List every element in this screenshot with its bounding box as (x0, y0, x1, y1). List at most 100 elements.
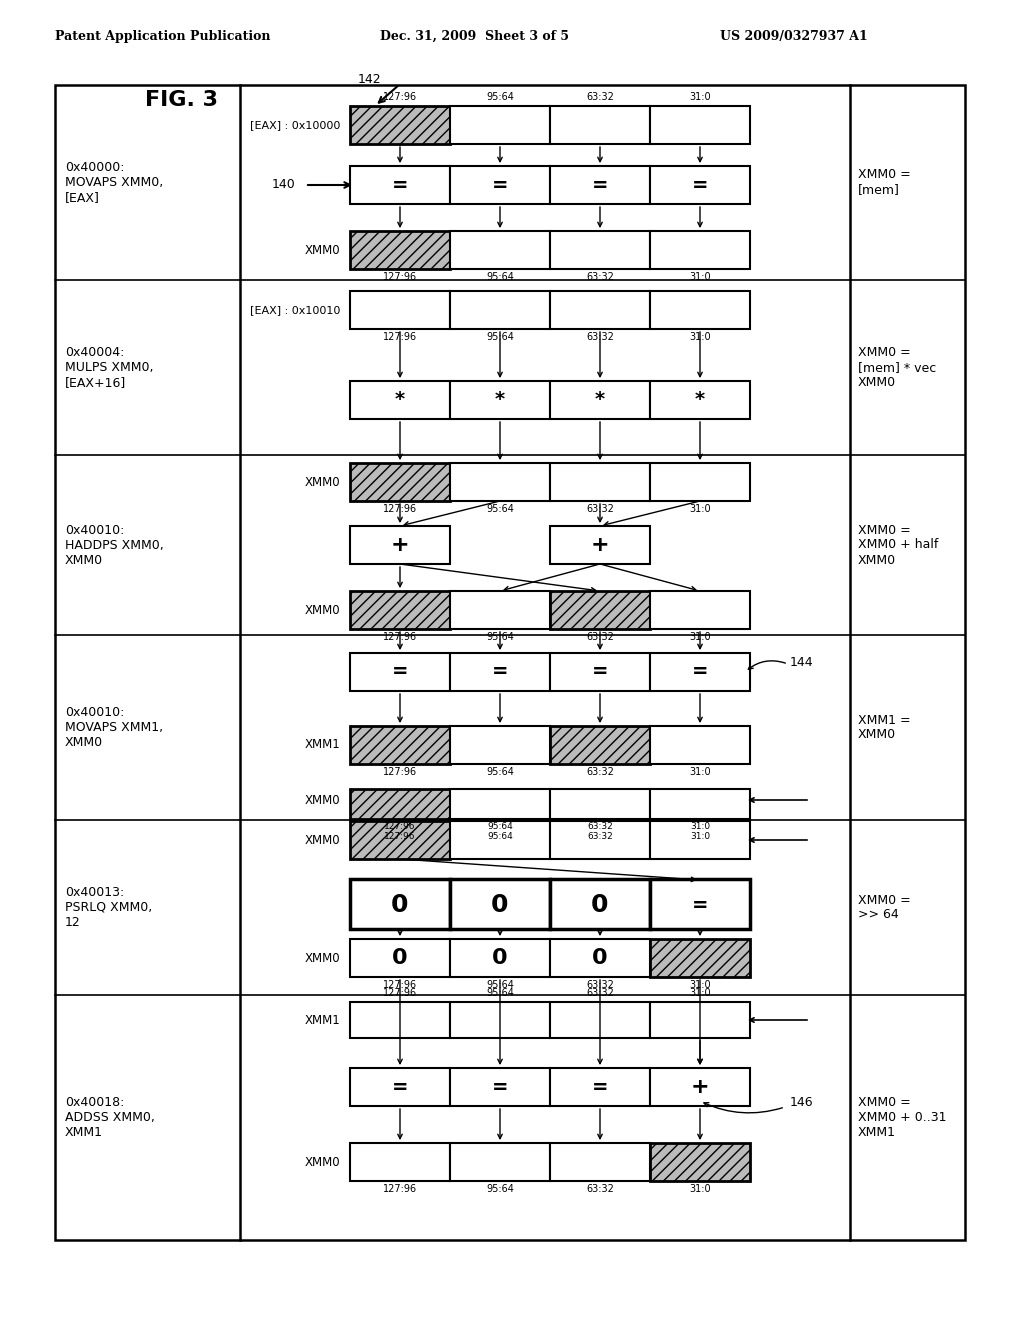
Text: XMM1: XMM1 (304, 738, 340, 751)
Text: *: * (695, 391, 706, 409)
Text: 31:0: 31:0 (689, 92, 711, 102)
Text: 127:96: 127:96 (384, 822, 416, 832)
Text: 31:0: 31:0 (689, 333, 711, 342)
Text: =: = (692, 663, 709, 681)
Text: 63:32: 63:32 (587, 832, 613, 841)
Bar (650, 166, 750, 205)
Bar (550, 789, 650, 818)
Text: 31:0: 31:0 (689, 767, 711, 777)
Text: XMM1: XMM1 (304, 1014, 340, 1027)
Text: [EAX] : 0x10010: [EAX] : 0x10010 (250, 305, 340, 315)
Bar (650, 789, 750, 818)
Bar (350, 106, 450, 144)
Text: 127:96: 127:96 (383, 333, 417, 342)
Text: 95:64: 95:64 (486, 987, 514, 998)
Text: 63:32: 63:32 (586, 987, 614, 998)
Text: =: = (392, 1077, 409, 1097)
Text: 127:96: 127:96 (383, 987, 417, 998)
Text: 95:64: 95:64 (486, 333, 514, 342)
Text: *: * (495, 391, 505, 409)
Bar (550, 1002, 650, 1038)
Bar (350, 1002, 450, 1038)
Bar (450, 1002, 550, 1038)
Bar (350, 726, 450, 764)
Text: 127:96: 127:96 (383, 979, 417, 990)
Text: XMM0: XMM0 (304, 603, 340, 616)
Bar (650, 939, 750, 977)
Bar (650, 591, 750, 630)
Bar (55, 84, 965, 1239)
Bar (550, 939, 650, 977)
Bar (550, 1143, 650, 1181)
Bar (450, 231, 550, 269)
Text: 142: 142 (358, 73, 382, 86)
Text: =: = (692, 895, 709, 915)
Text: 63:32: 63:32 (586, 632, 614, 642)
Text: FIG. 3: FIG. 3 (145, 90, 218, 110)
Text: 144: 144 (790, 656, 814, 668)
Text: XMM0: XMM0 (304, 833, 340, 846)
Text: 127:96: 127:96 (383, 632, 417, 642)
Text: XMM0 =
XMM0 + 0..31
XMM1: XMM0 = XMM0 + 0..31 XMM1 (858, 1096, 946, 1139)
Text: 63:32: 63:32 (586, 1184, 614, 1195)
Bar (550, 879, 650, 929)
Text: 31:0: 31:0 (689, 979, 711, 990)
Bar (550, 290, 650, 329)
Text: XMM0: XMM0 (304, 243, 340, 256)
Bar (350, 231, 450, 269)
Text: Dec. 31, 2009  Sheet 3 of 5: Dec. 31, 2009 Sheet 3 of 5 (380, 30, 569, 44)
Text: XMM0 =
>> 64: XMM0 = >> 64 (858, 894, 910, 921)
Bar (450, 106, 550, 144)
Bar (450, 1068, 550, 1106)
Text: =: = (692, 176, 709, 194)
Bar (450, 290, 550, 329)
Bar (450, 463, 550, 502)
Text: XMM0: XMM0 (304, 1155, 340, 1168)
Text: =: = (392, 663, 409, 681)
Bar (450, 879, 550, 929)
Text: 127:96: 127:96 (383, 504, 417, 513)
Text: 63:32: 63:32 (586, 272, 614, 282)
Text: XMM0: XMM0 (304, 793, 340, 807)
Text: =: = (492, 663, 508, 681)
Text: 140: 140 (271, 178, 295, 191)
Bar (550, 463, 650, 502)
Text: +: + (591, 535, 609, 554)
Bar (550, 821, 650, 859)
Bar (550, 1068, 650, 1106)
Text: 0: 0 (591, 894, 608, 917)
Bar (350, 290, 450, 329)
Text: 146: 146 (790, 1096, 814, 1109)
Bar (650, 1068, 750, 1106)
Bar (550, 653, 650, 690)
Bar (350, 653, 450, 690)
Text: 95:64: 95:64 (486, 632, 514, 642)
Bar (350, 381, 450, 418)
Bar (350, 789, 450, 818)
Bar (450, 1143, 550, 1181)
Text: =: = (492, 176, 508, 194)
Text: 0: 0 (392, 948, 408, 968)
Text: 0x40018:
ADDSS XMM0,
XMM1: 0x40018: ADDSS XMM0, XMM1 (65, 1096, 155, 1139)
Bar (650, 106, 750, 144)
Text: =: = (592, 1077, 608, 1097)
Text: +: + (391, 535, 410, 554)
Bar (450, 789, 550, 818)
Bar (450, 166, 550, 205)
Bar (350, 821, 450, 859)
Text: 127:96: 127:96 (383, 92, 417, 102)
Text: 0x40013:
PSRLQ XMM0,
12: 0x40013: PSRLQ XMM0, 12 (65, 886, 153, 929)
Bar (650, 381, 750, 418)
Bar (350, 939, 450, 977)
Text: =: = (492, 1077, 508, 1097)
Text: 63:32: 63:32 (586, 92, 614, 102)
Text: 31:0: 31:0 (689, 987, 711, 998)
Text: 31:0: 31:0 (689, 1184, 711, 1195)
Bar (650, 653, 750, 690)
Text: 31:0: 31:0 (689, 272, 711, 282)
Text: 95:64: 95:64 (487, 832, 513, 841)
Text: 0x40010:
HADDPS XMM0,
XMM0: 0x40010: HADDPS XMM0, XMM0 (65, 524, 164, 566)
Bar (350, 525, 450, 564)
Text: 31:0: 31:0 (689, 504, 711, 513)
Bar (550, 591, 650, 630)
